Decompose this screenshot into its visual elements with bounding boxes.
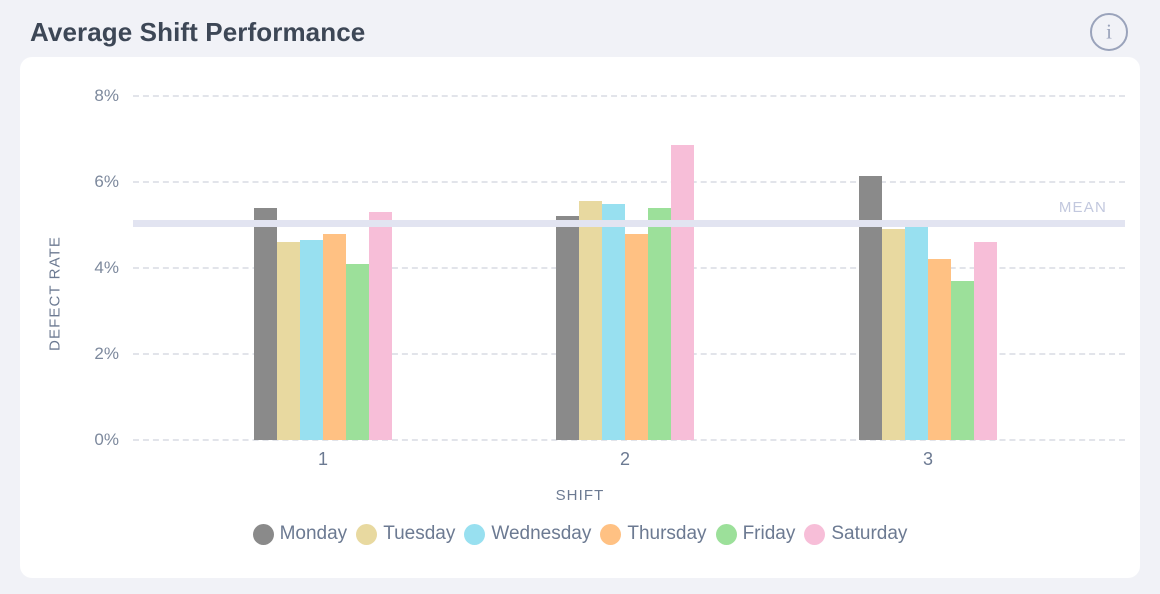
bar-group xyxy=(254,95,392,440)
bar[interactable] xyxy=(556,216,579,440)
legend-swatch-icon xyxy=(252,523,274,545)
legend-item-saturday[interactable]: Saturday xyxy=(804,523,907,545)
bar[interactable] xyxy=(579,201,602,440)
y-axis-tick-label: 0% xyxy=(94,430,119,449)
gridline xyxy=(133,181,1125,183)
y-axis-tick-label: 2% xyxy=(94,344,119,363)
legend-item-tuesday[interactable]: Tuesday xyxy=(356,523,455,545)
bar[interactable] xyxy=(671,145,694,440)
bar[interactable] xyxy=(859,175,882,440)
bar[interactable] xyxy=(300,240,323,440)
info-glyph: i xyxy=(1106,19,1112,44)
gridline xyxy=(133,439,1125,441)
legend-swatch-icon xyxy=(600,523,622,545)
info-circle-icon[interactable]: i xyxy=(1090,13,1128,51)
bar[interactable] xyxy=(323,233,346,440)
mean-label: MEAN xyxy=(1058,198,1107,216)
bar[interactable] xyxy=(346,263,369,440)
legend-label: Monday xyxy=(279,523,348,544)
bar[interactable] xyxy=(951,280,974,440)
bar[interactable] xyxy=(602,203,625,440)
legend-item-friday[interactable]: Friday xyxy=(715,523,796,545)
x-axis-title: SHIFT xyxy=(555,487,605,504)
legend-swatch-icon xyxy=(464,523,486,545)
chart-header: Average Shift Performance i xyxy=(0,0,1160,58)
legend-label: Tuesday xyxy=(383,523,456,544)
legend-label: Wednesday xyxy=(491,523,592,544)
x-axis-tick-label: 2 xyxy=(619,449,630,469)
legend-swatch-icon xyxy=(356,523,378,545)
x-axis-tick-label: 3 xyxy=(922,449,933,469)
y-axis-tick-label: 6% xyxy=(94,172,119,191)
y-axis-tick-label: 4% xyxy=(94,258,119,277)
mean-reference-line: MEAN xyxy=(133,199,1125,227)
bar[interactable] xyxy=(974,242,997,440)
legend-label: Saturday xyxy=(831,523,908,544)
bar-group xyxy=(859,95,997,440)
bar[interactable] xyxy=(882,229,905,440)
chart-legend: Monday Tuesday Wednesday Thursday Friday Satu… xyxy=(20,523,1140,545)
bar[interactable] xyxy=(369,212,392,440)
legend-item-monday[interactable]: Monday xyxy=(252,523,348,545)
legend-swatch-icon xyxy=(804,523,826,545)
page-title: Average Shift Performance xyxy=(30,17,366,47)
legend-label: Thursday xyxy=(627,523,707,544)
gridline xyxy=(133,95,1125,97)
legend-item-thursday[interactable]: Thursday xyxy=(600,523,707,545)
bar[interactable] xyxy=(905,227,928,440)
bar[interactable] xyxy=(928,259,951,440)
bar[interactable] xyxy=(625,233,648,440)
bar[interactable] xyxy=(254,207,277,440)
y-axis-tick-label: 8% xyxy=(94,86,119,105)
x-axis-tick-label: 1 xyxy=(317,449,328,469)
bar[interactable] xyxy=(277,242,300,440)
legend-item-wednesday[interactable]: Wednesday xyxy=(464,523,591,545)
bar[interactable] xyxy=(648,207,671,440)
legend-swatch-icon xyxy=(715,523,737,545)
bar-group xyxy=(556,95,694,440)
legend-label: Friday xyxy=(742,523,796,544)
